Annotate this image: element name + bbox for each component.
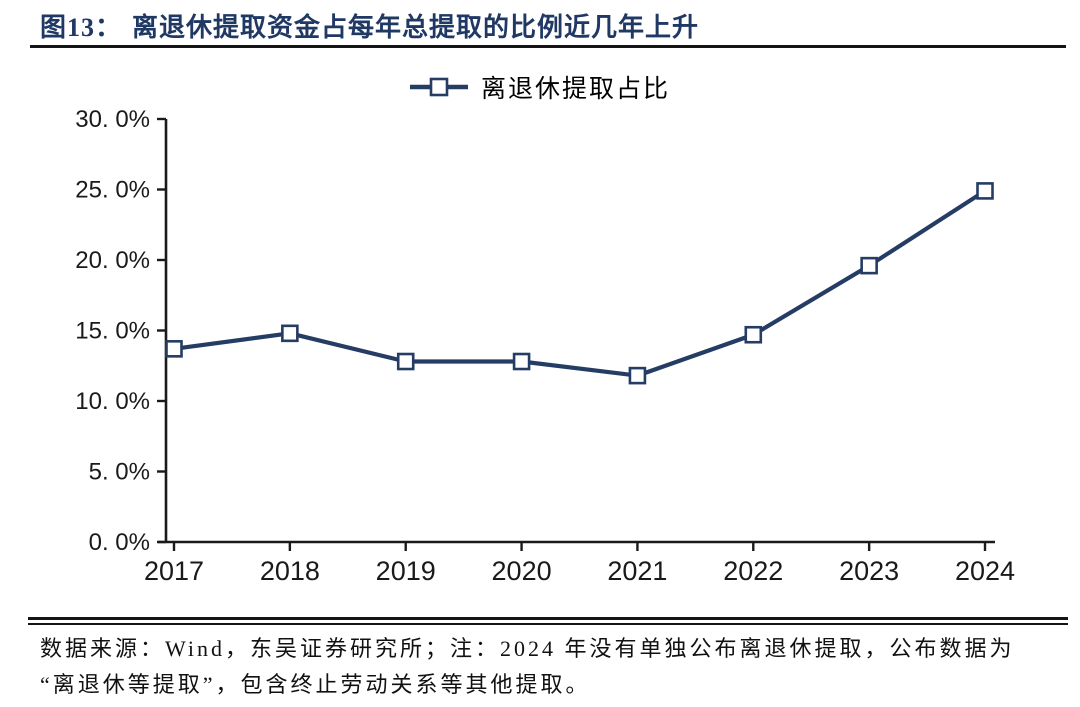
figure-title-text: 离退休提取资金占每年总提取的比例近几年上升	[132, 13, 700, 42]
data-point-marker	[628, 366, 647, 385]
legend-label: 离退休提取占比	[480, 76, 670, 103]
x-tick-label: 2024	[955, 556, 1015, 586]
legend-line-marker-icon	[409, 77, 468, 97]
y-tick-label: 0. 0%	[89, 529, 150, 556]
series-line	[173, 189, 987, 378]
y-tick-label: 10. 0%	[75, 388, 150, 415]
figure-number-label: 图13：	[40, 13, 123, 42]
data-point-marker	[860, 256, 878, 275]
x-tick-label: 2021	[607, 556, 667, 586]
y-tick-label: 30. 0%	[75, 106, 150, 133]
y-tick-label: 20. 0%	[75, 247, 150, 274]
line-chart-plot-area: 0. 0% 5. 0% 10. 0% 15. 0% 20. 0% 25. 0% 30. 0%…	[75, 106, 1015, 586]
data-point-marker	[281, 324, 299, 343]
page-title: 图13： 离退休提取资金占每年总提取的比例近几年上升	[40, 12, 699, 44]
data-point-marker	[512, 352, 531, 371]
data-point-marker	[396, 352, 415, 371]
source-note: 数据来源：Wind，东吴证券研究所；注：2024 年没有单独公布离退休提取，公布…	[40, 631, 1050, 703]
x-tick-label: 2018	[260, 556, 320, 586]
data-point-marker	[976, 182, 994, 200]
y-tick-label: 15. 0%	[75, 318, 150, 345]
x-tick-label: 2017	[144, 556, 204, 586]
title-divider	[30, 45, 1066, 48]
x-tick-label: 2023	[839, 556, 899, 586]
data-point-marker	[165, 340, 183, 358]
footer-divider	[28, 617, 1068, 625]
y-tick-label: 25. 0%	[75, 177, 150, 204]
legend: 离退休提取占比	[0, 72, 1080, 103]
x-tick-label: 2022	[723, 556, 783, 586]
data-point-marker	[744, 325, 763, 344]
y-tick-label: 5. 0%	[89, 459, 150, 486]
x-tick-label: 2020	[492, 556, 552, 586]
source-note-line1: 数据来源：Wind，东吴证券研究所；注：2024 年没有单独公布离退休提取，公布…	[40, 636, 1015, 661]
source-note-line2: “离退休等提取”，包含终止劳动关系等其他提取。	[40, 672, 591, 697]
x-tick-label: 2019	[376, 556, 436, 586]
